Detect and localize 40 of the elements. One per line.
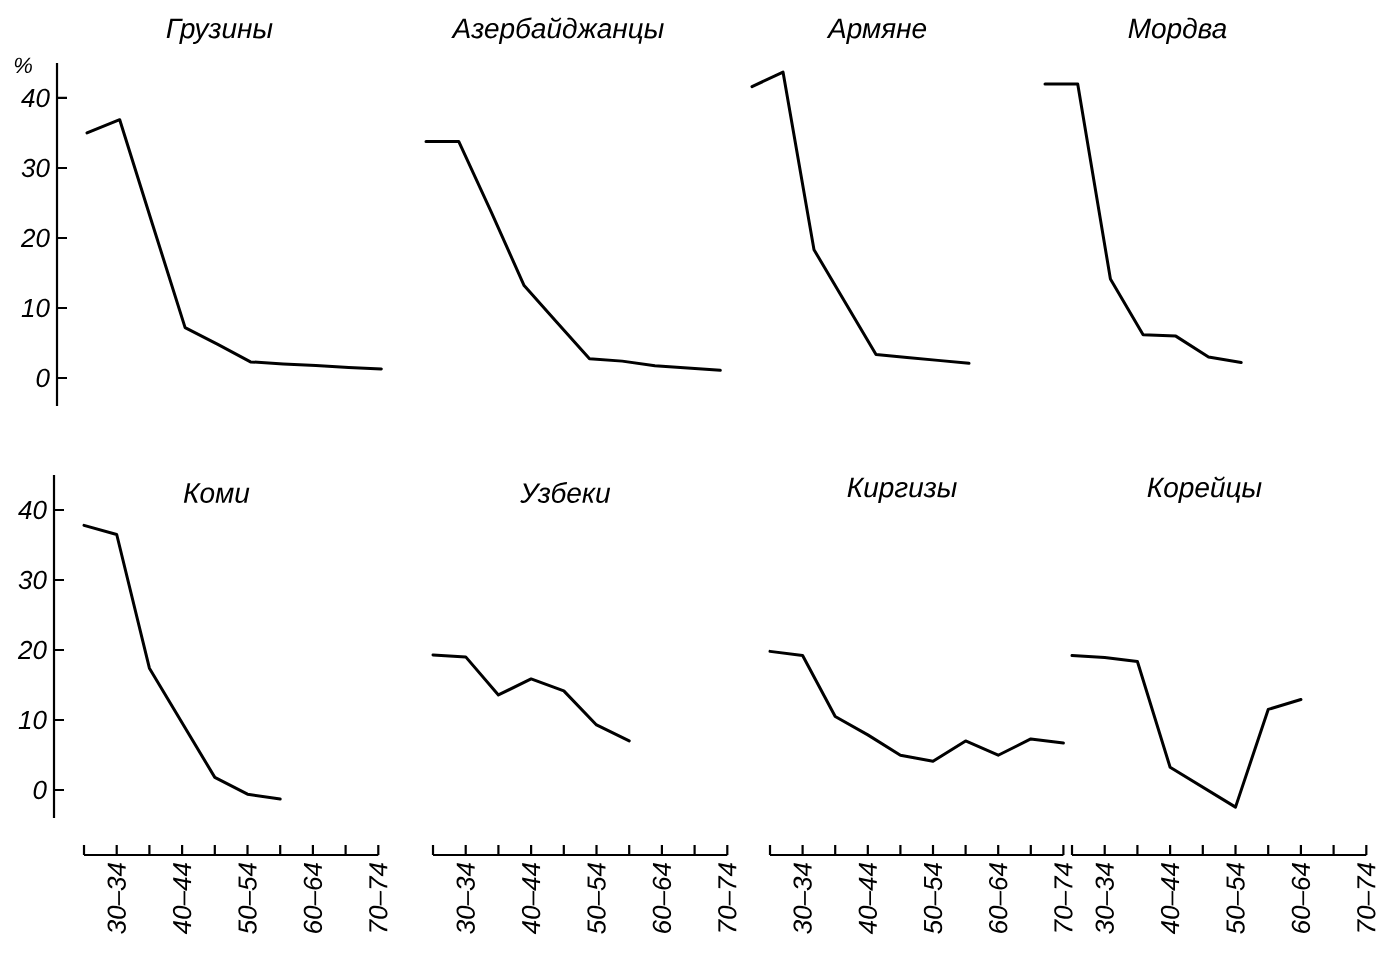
y-tick-label: 0	[33, 780, 47, 800]
x-tick-label: 70–74	[369, 863, 388, 932]
line-series	[85, 118, 383, 371]
y-tick-label: 0	[36, 368, 50, 388]
x-tick-label: 70–74	[1054, 863, 1073, 932]
x-tick-label: 50–54	[1226, 863, 1245, 934]
x-tick-label: 40–44	[521, 863, 541, 935]
x-tick-label: 40–44	[172, 863, 192, 935]
x-tick-label: 70–74	[718, 863, 737, 932]
chart-title: Узбеки	[520, 482, 611, 503]
y-tick-label: 10	[18, 710, 47, 730]
x-tick-label: 50–54	[587, 863, 606, 934]
chart-title: Армяне	[826, 18, 927, 44]
x-tick-label: 40–44	[1160, 863, 1180, 935]
x-tick-label: 30–34	[107, 863, 126, 934]
chart-title: Коми	[183, 483, 250, 503]
x-tick-label: 30–34	[793, 863, 812, 934]
chart-title: Грузины	[166, 18, 273, 44]
x-tick-label: 50–54	[238, 863, 257, 934]
y-axis-title: %	[14, 57, 32, 74]
x-tick-label: 30–34	[456, 863, 475, 934]
y-tick-label: 10	[21, 298, 50, 318]
chart-title: Корейцы	[1147, 476, 1262, 503]
chart-title: Азербайджанцы	[451, 17, 664, 44]
y-tick-label: 20	[20, 228, 50, 248]
x-tick-label: 30–34	[1095, 863, 1114, 934]
y-tick-label: 30	[21, 158, 50, 178]
x-tick-label: 60–64	[988, 863, 1008, 933]
y-tick-label: 20	[17, 640, 47, 660]
chart-title: Мордва	[1128, 17, 1227, 44]
chart-title: Киргизы	[847, 477, 957, 503]
x-tick-label: 60–64	[1291, 863, 1311, 933]
y-tick-label: 40	[21, 88, 50, 108]
y-tick-label: 40	[18, 500, 47, 520]
x-tick-label: 60–64	[303, 863, 323, 933]
y-tick-label: 30	[18, 570, 47, 590]
x-tick-label: 70–74	[1357, 863, 1376, 932]
x-tick-label: 60–64	[652, 863, 672, 933]
x-tick-label: 50–54	[923, 863, 943, 934]
x-tick-label: 40–44	[858, 863, 878, 935]
